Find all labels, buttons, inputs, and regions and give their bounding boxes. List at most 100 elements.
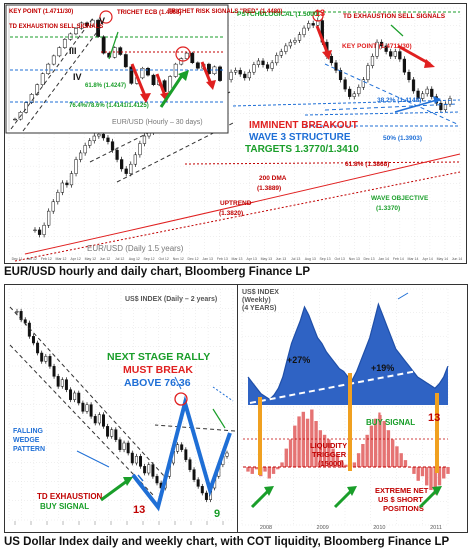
cot-bar [425,467,429,486]
rally-line1: NEXT STAGE RALLY [107,351,210,363]
dxy-candle [118,439,122,450]
dxy-candle [225,452,229,457]
cot-bar [310,409,314,467]
eurusd-svg: PSYCHOLOGICAL (1.5000) 13 TD EXHAUSTION … [5,4,466,263]
daily-x-tick: Jun 13 [276,257,287,261]
daily-candle [288,41,293,47]
trichet-ecb: TRICHET ECB (1.4868) [117,10,181,16]
weekly-td-buy: BUY SIGNAL [366,418,415,427]
weekly-title-1: US$ INDEX [242,289,279,296]
hourly-channel-upper [10,17,94,130]
dma-200-line [24,153,461,255]
daily-x-tick: Nov 13 [349,257,360,261]
daily-candle [234,70,238,73]
daily-candle [439,102,443,111]
daily-candle [307,23,311,29]
weekly-count-13: 13 [428,412,440,424]
dxy-candle [69,389,73,400]
daily-candle [106,137,110,142]
hourly-candle [79,22,84,29]
daily-candle [348,88,352,97]
cot-bar [263,467,267,472]
dxy-candle [180,444,184,450]
daily-top-circle [312,10,324,22]
rally-line2: MUST BREAK [123,364,193,376]
extreme-net-3: POSITIONS [383,504,424,513]
daily-x-tick: Oct 12 [159,257,169,261]
cot-bar [246,467,250,472]
hourly-candle [207,63,211,74]
hourly-candle [151,74,156,85]
weekly-x-tick: 2008 [260,525,272,531]
dxy-candle [81,402,85,412]
cot-bar [369,425,374,467]
dxy-candle [130,452,134,464]
dxy-candle [97,414,101,424]
daily-candle [83,145,87,154]
uptrend-value: (1.3820) [219,210,243,217]
cot-bar [442,467,446,479]
wedge-lower [9,344,156,498]
td-count-13: 13 [315,8,325,18]
daily-x-tick: Jul 12 [115,257,124,261]
falling-wedge-2: WEDGE [13,437,40,444]
hourly-candle [29,94,34,103]
hourly-candle [40,73,45,85]
daily-fib-382: 38.2% (1.4148) [377,97,421,104]
dxy-candle [151,464,155,477]
daily-candle [398,51,402,60]
dxy-candle [126,442,130,454]
cot-bar [365,434,369,467]
daily-x-tick: Apr 14 [423,257,433,261]
daily-candle [411,79,416,92]
dxy-candle [52,366,56,377]
hourly-candle [57,47,62,57]
dxy-candle [122,442,126,450]
liquidity-2: TRIGGER [312,450,347,459]
daily-candle [42,224,46,235]
dxy-candle [77,392,81,404]
daily-fib-618: 61.8% (1.3868) [345,161,389,168]
liquidity-1: LIQUIDITY [310,441,347,450]
dxy-candle [114,429,118,440]
dxy-candle [64,379,68,390]
daily-x-tick: Jul 13 [291,257,300,261]
dma-200-label: 200 DMA [259,175,287,182]
daily-x-tick: Aug 13 [305,257,316,261]
hourly-candle [90,19,95,26]
daily-key-point-line [232,99,461,107]
daily-candle [133,154,137,165]
cot-bar [390,439,395,467]
cot-bar [412,467,416,474]
daily-candle [60,182,64,193]
dxy-td-exhaustion: TD EXHAUSTION [37,492,103,501]
daily-618-line [184,161,461,165]
daily-candle [47,210,51,226]
cot-bar [403,460,408,467]
daily-candle [311,23,315,26]
extreme-net-2: US $ SHORT [378,495,423,504]
cot-bar [344,464,348,467]
cot-bar [373,418,378,467]
daily-candle [293,40,297,43]
cot-bar [267,467,271,479]
orange-marker-3 [435,393,439,473]
daily-candle [252,64,256,73]
dxy-candle [110,429,114,437]
daily-candle [275,55,279,64]
daily-x-tick: Apr 13 [247,257,257,261]
cot-bar [331,448,335,467]
hourly-candle [118,47,123,55]
liquidity-trigger-value: (15000) [318,459,344,468]
cot-bar [314,421,318,467]
dxy-candle [44,356,48,362]
daily-x-tick: Mar 13 [232,257,243,261]
dxy-candle [60,379,64,387]
daily-candle [270,62,274,69]
cot-bar [284,448,288,467]
daily-x-tick: Mar 14 [408,257,419,261]
hourly-fib-618: 61.8% (1.4247) [85,83,126,89]
dxy-candle [200,486,204,494]
trichet-risk: TRICHET RISK SIGNALS "RED" (1.4480) [168,9,282,15]
daily-x-tick: May 12 [85,257,97,261]
